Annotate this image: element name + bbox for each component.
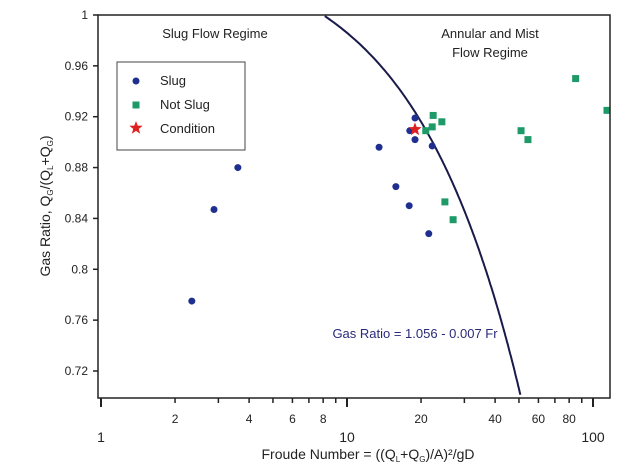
legend-marker-condition bbox=[129, 121, 143, 134]
y-tick-label: 0.8 bbox=[71, 262, 88, 276]
y-tick-label: 1 bbox=[81, 8, 88, 22]
data-point-slug bbox=[375, 143, 383, 151]
legend-label-not-slug: Not Slug bbox=[160, 97, 210, 112]
x-tick-label: 80 bbox=[562, 412, 576, 426]
x-axis-label: Froude Number = ((QL+QG)/A)²/gD bbox=[262, 446, 475, 464]
y-tick-label: 0.72 bbox=[65, 364, 89, 378]
boundary-line-label: Gas Ratio = 1.056 - 0.007 Fr bbox=[332, 326, 498, 341]
plot-frame bbox=[97, 14, 611, 399]
data-point-not-slug bbox=[572, 75, 580, 83]
y-tick-label: 0.92 bbox=[65, 110, 89, 124]
annotation-annular-regime-1: Annular and Mist bbox=[441, 26, 539, 41]
data-point-slug bbox=[425, 230, 433, 238]
data-point-not-slug bbox=[603, 106, 611, 114]
data-point-not-slug bbox=[441, 198, 449, 206]
x-tick-label: 40 bbox=[488, 412, 502, 426]
x-tick-label: 100 bbox=[581, 429, 605, 445]
annotation-slug-regime: Slug Flow Regime bbox=[162, 26, 268, 41]
data-point-slug bbox=[411, 114, 419, 122]
data-point-slug bbox=[392, 183, 400, 191]
data-point-slug bbox=[405, 202, 413, 210]
legend-label-slug: Slug bbox=[160, 73, 186, 88]
legend: Slug Not Slug Condition bbox=[116, 61, 246, 151]
data-point-slug bbox=[411, 136, 419, 144]
data-point-condition bbox=[408, 122, 422, 136]
x-tick-label: 8 bbox=[320, 412, 327, 426]
legend-marker-slug bbox=[132, 77, 140, 85]
y-tick-label: 0.84 bbox=[65, 211, 89, 225]
data-point-not-slug bbox=[524, 136, 532, 144]
data-point-not-slug bbox=[429, 111, 437, 119]
y-tick-label: 0.96 bbox=[65, 59, 89, 73]
x-tick-label: 20 bbox=[414, 412, 428, 426]
data-point-not-slug bbox=[517, 127, 525, 135]
x-tick-label: 1 bbox=[97, 429, 105, 445]
x-tick-label: 10 bbox=[339, 429, 355, 445]
data-point-not-slug bbox=[449, 216, 457, 224]
data-point-slug bbox=[234, 164, 242, 172]
legend-marker-not-slug bbox=[132, 101, 140, 109]
data-point-not-slug bbox=[422, 127, 430, 135]
x-tick-label: 2 bbox=[172, 412, 179, 426]
data-point-slug bbox=[188, 297, 196, 305]
data-point-slug bbox=[210, 206, 218, 214]
y-tick-label: 0.76 bbox=[65, 313, 89, 327]
annotation-annular-regime-2: Flow Regime bbox=[452, 45, 528, 60]
x-tick-label: 4 bbox=[246, 412, 253, 426]
data-point-not-slug bbox=[438, 118, 446, 126]
legend-label-condition: Condition bbox=[160, 121, 215, 136]
y-axis-label: Gas Ratio, QG/(QL+QG) bbox=[37, 135, 55, 276]
y-tick-label: 0.88 bbox=[65, 161, 89, 175]
data-point-not-slug bbox=[428, 123, 436, 131]
x-tick-label: 6 bbox=[289, 412, 296, 426]
data-point-slug bbox=[428, 142, 436, 150]
x-tick-label: 60 bbox=[532, 412, 546, 426]
boundary-line bbox=[324, 15, 522, 396]
